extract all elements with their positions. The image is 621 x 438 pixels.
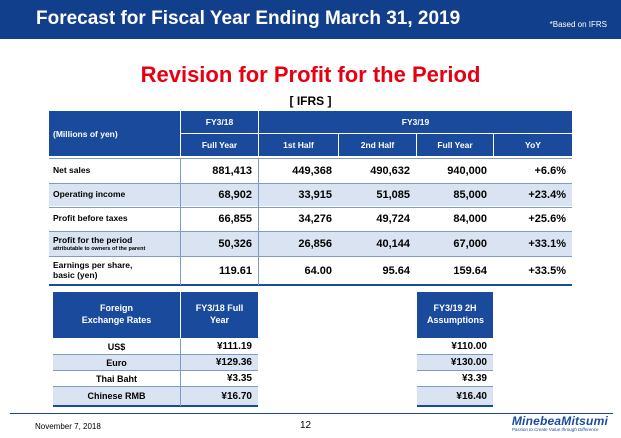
fx-header-fy18: FY3/18 Full Year [181,292,258,338]
fx-cell: ¥129.36 [215,357,252,368]
table-cell: 940,000 [447,165,487,177]
row-label-net-sales: Net sales [53,165,91,176]
table-cell: +23.4% [528,189,566,201]
table-cell: +33.5% [528,265,566,277]
table-cell: 33,915 [298,189,332,201]
row-divider [53,354,258,355]
header-bar: Forecast for Fiscal Year Ending March 31… [0,0,621,39]
col-1st-half: 1st Half [259,134,338,156]
table-cell: 119.61 [218,265,252,277]
fx-label-rmb: Chinese RMB [87,391,146,401]
row-label-operating-income: Operating income [53,189,126,200]
table-cell: 40,144 [376,238,410,250]
fx-cell: ¥110.00 [451,341,487,352]
fx-cell: ¥3.39 [461,373,487,384]
table-cell: 66,855 [218,213,252,225]
table-cell: 34,276 [298,213,332,225]
row-divider [49,158,572,159]
row-divider [417,386,493,387]
fx-cell: ¥111.19 [216,341,252,352]
row-sublabel: basic (yen) [53,270,98,280]
row-shade [53,387,258,405]
row-divider [53,386,258,387]
table-cell: +25.6% [528,213,566,225]
table-cell: 68,902 [218,189,252,201]
fy18-col-fullyear: Full Year [181,134,258,156]
row-sublabel: attributable to owners of the parent [53,245,146,252]
unit-header-cell: (Millions of yen) [49,111,180,156]
slide-title: Forecast for Fiscal Year Ending March 31… [36,8,461,29]
row-divider [49,183,572,184]
col-divider [258,158,259,285]
table-bottom-border [53,405,258,407]
fx-label-usd: US$ [107,341,126,352]
table-cell: +6.6% [534,165,567,177]
unit-label: (Millions of yen) [53,128,118,139]
logo-tagline: Passion to Create Value through Differen… [511,427,599,432]
row-label-profit-for-period: Profit for the period attributable to ow… [53,234,146,252]
col-2nd-half: 2nd Half [339,134,416,156]
table-cell: 95.64 [382,265,410,277]
table-cell: 49,724 [376,213,410,225]
table-cell: 490,632 [370,165,410,177]
col-full-year: Full Year [417,134,493,156]
table-cell: 50,326 [218,238,252,250]
row-divider [417,354,493,355]
col-yoy: YoY [494,134,572,156]
table-cell: 51,085 [376,189,410,201]
table-cell: 26,856 [298,238,332,250]
footer-divider [10,413,613,414]
table-cell: +33.1% [528,238,566,250]
company-logo: MinebeaMitsumi Passion to Create Value t… [512,414,608,432]
table-cell: 85,000 [453,189,487,201]
fx-label-thb: Thai Baht [95,373,137,384]
fx-header-label: Foreign Exchange Rates [53,292,180,338]
fx-cell: ¥130.00 [450,357,487,368]
row-shade [417,387,493,405]
row-divider [49,231,572,232]
row-shade [49,184,572,206]
table-cell: 159.64 [453,265,487,277]
footer-date: November 7, 2018 [35,422,101,431]
fy19-header: FY3/19 [259,111,572,133]
page-number: 12 [300,420,312,431]
section-subtitle: Revision for Profit for the Period [140,62,481,87]
accounting-standard-label: [ IFRS ] [289,94,332,108]
fx-header-fy19: FY3/19 2H Assumptions [417,292,493,338]
table-cell: 64.00 [304,265,332,277]
row-shade [53,355,258,370]
col-divider [180,339,181,406]
col-divider [180,158,181,285]
table-bottom-border [49,284,572,286]
row-label-profit-before-taxes: Profit before taxes [53,213,128,224]
row-divider [53,370,258,371]
row-shade [417,355,493,370]
table-bottom-border [417,405,493,407]
row-divider [49,256,572,257]
row-label-eps: Earnings per share, basic (yen) [53,260,133,280]
fy18-header: FY3/18 [181,111,258,133]
table-cell: 881,413 [212,165,252,177]
row-shade [49,232,572,256]
row-divider [417,370,493,371]
table-cell: 449,368 [292,165,332,177]
ifrs-note: *Based on IFRS [549,20,607,29]
fx-cell: ¥16.40 [456,390,487,402]
table-cell: 84,000 [453,213,487,225]
table-cell: 67,000 [453,238,487,250]
logo-wordmark: MinebeaMitsumi [511,414,608,428]
row-divider [49,207,572,208]
fx-label-euro: Euro [106,357,127,368]
fx-cell: ¥16.70 [221,390,252,402]
fx-cell: ¥3.35 [226,373,252,384]
